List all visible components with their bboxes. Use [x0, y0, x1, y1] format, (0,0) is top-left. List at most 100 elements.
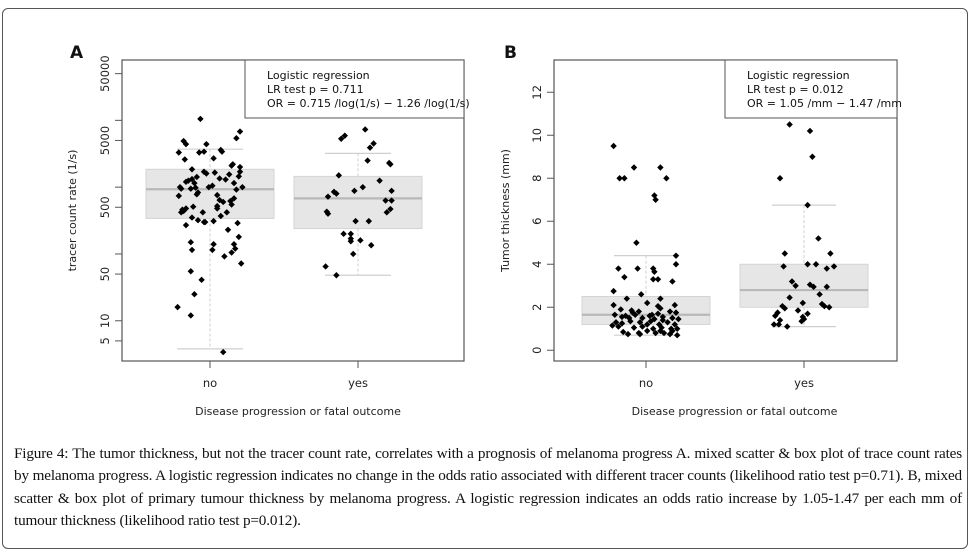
data-point — [657, 295, 664, 302]
data-point — [650, 276, 657, 283]
data-point — [647, 318, 654, 325]
data-point — [672, 309, 680, 316]
data-point — [194, 217, 202, 224]
data-point — [388, 187, 395, 195]
data-point — [209, 246, 216, 254]
data-point — [666, 308, 674, 315]
data-point — [197, 115, 204, 123]
points-no — [174, 115, 246, 356]
data-point — [827, 250, 834, 257]
data-point — [657, 164, 664, 171]
data-point — [674, 332, 681, 339]
boxplot-yes — [293, 152, 423, 276]
data-point — [228, 249, 235, 256]
data-point — [804, 201, 811, 209]
data-point — [333, 272, 340, 279]
panel-b: B 0 2 4 6 8 10 12 Tumor thickness (mm) no yes Disea… — [499, 43, 902, 418]
y-axis-title: tracer count rate (1/s) — [66, 150, 79, 272]
data-point — [821, 302, 828, 310]
data-point — [630, 324, 638, 331]
data-point — [610, 287, 617, 295]
data-point — [644, 327, 651, 335]
data-point — [193, 173, 200, 181]
data-point — [659, 316, 666, 324]
points-yes — [770, 121, 838, 330]
y-tick-label: 0 — [530, 347, 544, 354]
data-point — [635, 308, 642, 315]
data-point — [671, 301, 678, 309]
data-point — [826, 304, 833, 311]
y-tick-label: 10 — [98, 313, 112, 328]
data-point — [333, 190, 340, 197]
data-point — [810, 283, 817, 291]
data-point — [198, 276, 205, 284]
iqr-box — [739, 263, 869, 308]
data-point — [609, 322, 616, 329]
legend-line: OR = 0.715 /log(1/s) − 1.26 /log(1/s) — [267, 97, 470, 110]
data-point — [786, 294, 793, 301]
y-tick-label: 50000 — [98, 55, 112, 92]
data-point — [788, 278, 796, 285]
data-point — [657, 327, 664, 335]
data-point — [652, 329, 659, 337]
boxplot-yes — [739, 204, 869, 328]
iqr-box — [293, 175, 423, 230]
x-tick-label: yes — [794, 376, 814, 390]
data-point — [239, 183, 246, 191]
data-point — [651, 268, 658, 275]
data-point — [357, 237, 364, 244]
x-tick-label: no — [203, 376, 217, 390]
data-point — [188, 214, 196, 221]
data-point — [178, 185, 185, 192]
data-point — [781, 305, 788, 312]
y-tick-label: 5 — [98, 337, 112, 344]
y-tick-label: 6 — [530, 218, 544, 225]
data-point — [182, 205, 190, 212]
data-point — [364, 157, 371, 164]
data-point — [799, 313, 806, 321]
data-point — [368, 242, 375, 249]
data-point — [638, 291, 645, 298]
data-point — [621, 175, 628, 182]
data-point — [617, 306, 624, 313]
data-point — [382, 197, 389, 204]
data-point — [830, 263, 838, 270]
data-point — [341, 132, 348, 139]
iqr-box — [581, 296, 711, 325]
data-point — [620, 328, 627, 336]
data-point — [669, 278, 676, 285]
data-point — [190, 203, 197, 210]
iqr-box — [145, 168, 275, 219]
data-point — [174, 303, 181, 311]
data-point — [202, 218, 209, 226]
data-point — [615, 323, 622, 330]
data-point — [639, 323, 646, 330]
legend-box — [244, 59, 465, 119]
caption-text: The tumor thickness, but not the tracer … — [14, 445, 962, 529]
data-point — [362, 126, 369, 133]
data-point — [335, 172, 342, 179]
data-point — [324, 193, 332, 200]
data-point — [233, 186, 240, 193]
data-point — [196, 149, 203, 156]
y-tick-label: 50 — [98, 267, 112, 282]
data-point — [218, 148, 226, 155]
data-point — [350, 250, 357, 258]
data-point — [347, 230, 354, 238]
data-point — [214, 191, 221, 199]
legend-line: Logistic regression — [267, 69, 370, 82]
data-point — [644, 299, 651, 307]
panel-a: A 5 10 50 500 5000 50000 tracer count rate (1/s… — [66, 43, 470, 418]
data-point — [387, 205, 394, 213]
data-point — [623, 295, 630, 302]
points-no — [609, 142, 682, 339]
data-point — [654, 276, 662, 283]
data-point — [187, 185, 194, 192]
data-point — [175, 192, 182, 200]
data-point — [236, 168, 244, 175]
data-point — [224, 226, 232, 233]
data-point — [669, 327, 676, 335]
data-point — [634, 265, 641, 272]
data-point — [192, 184, 199, 191]
